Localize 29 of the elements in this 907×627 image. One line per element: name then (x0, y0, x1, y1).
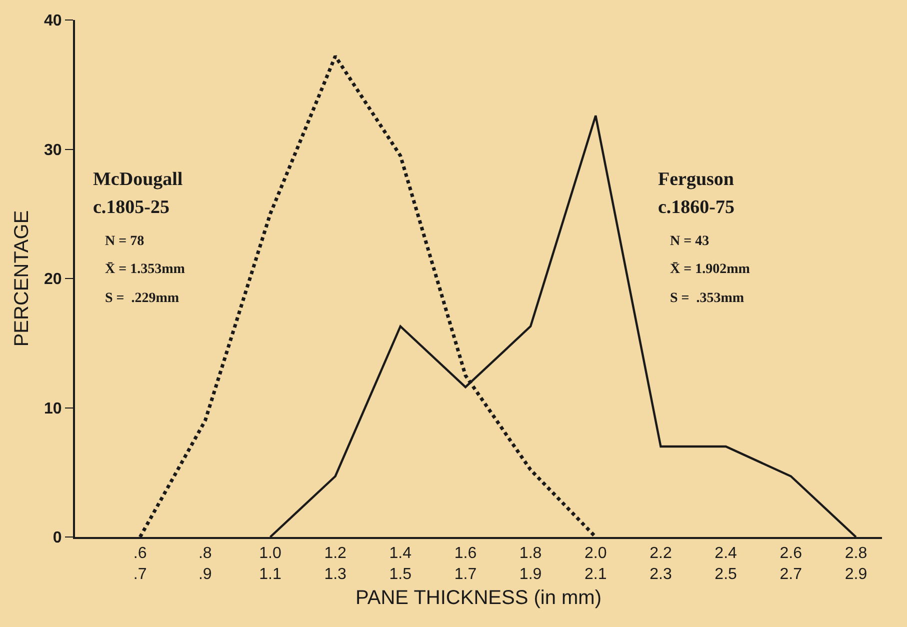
y-tick-label: 10 (44, 400, 62, 418)
annotation: S = .353mm (670, 291, 744, 306)
x-tick-label: 2.2 2.3 (650, 545, 672, 583)
x-tick-label: 2.4 2.5 (714, 545, 738, 583)
x-tick-label: 1.2 1.3 (324, 545, 347, 583)
x-tick-label: 1.4 1.5 (389, 545, 412, 583)
x-tick-label: .6 .7 (133, 545, 147, 583)
annotation: X̄ = 1.902mm (670, 262, 750, 278)
x-tick-label: 1.0 1.1 (259, 545, 282, 583)
x-tick-label: 2.6 2.7 (780, 545, 802, 583)
y-tick-label: 40 (44, 12, 62, 30)
annotation: Ferguson (658, 169, 734, 190)
x-tick-label: 2.0 2.1 (584, 545, 607, 583)
annotation: S = .229mm (105, 291, 180, 306)
x-tick-label: .8 .9 (198, 545, 212, 583)
y-tick-label: 0 (52, 530, 62, 547)
x-axis-title: PANE THICKNESS (in mm) (356, 587, 602, 609)
annotation: c.1860-75 (658, 197, 735, 218)
annotation: N = 43 (670, 234, 710, 249)
x-tick-label: 1.8 1.9 (519, 545, 542, 583)
x-tick-label: 1.6 1.7 (454, 545, 477, 583)
annotation: McDougall (93, 169, 183, 190)
y-axis-title: PERCENTAGE (11, 210, 34, 347)
annotation: c.1805-25 (93, 197, 170, 218)
x-tick-label: 2.8 2.9 (844, 545, 868, 583)
y-tick-label: 30 (44, 142, 62, 159)
y-tick-label: 20 (44, 271, 62, 288)
annotation: N = 78 (105, 234, 144, 249)
annotation: X̄ = 1.353mm (105, 262, 186, 278)
